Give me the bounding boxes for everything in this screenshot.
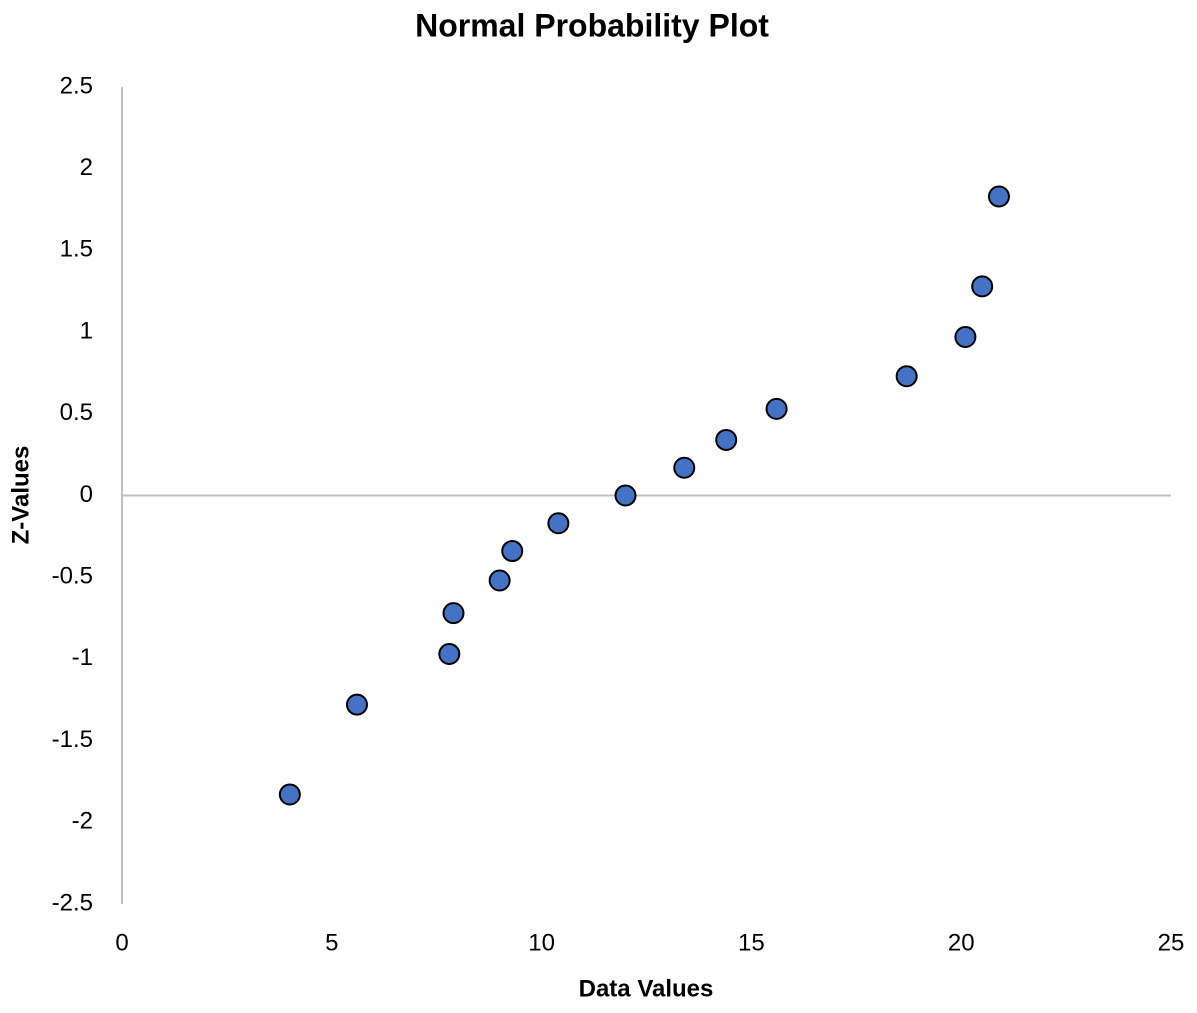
point xyxy=(345,693,368,716)
point xyxy=(765,397,788,420)
x-axis-title: Data Values xyxy=(579,975,714,1002)
y-tick-label: -2.5 xyxy=(52,889,93,916)
x-tick-label: 10 xyxy=(528,929,555,956)
y-tick-label: 2.5 xyxy=(60,72,93,99)
point xyxy=(614,484,637,507)
x-tick-label: 25 xyxy=(1158,929,1185,956)
point xyxy=(987,185,1010,208)
point xyxy=(278,783,301,806)
y-axis-title: Z-Values xyxy=(7,446,34,545)
x-tick-label: 20 xyxy=(948,929,975,956)
y-tick-label: 0 xyxy=(80,481,93,508)
point xyxy=(488,569,511,592)
y-tick-label: -0.5 xyxy=(52,563,93,590)
x-tick-label: 5 xyxy=(325,929,338,956)
point xyxy=(438,642,461,665)
point xyxy=(971,275,994,298)
y-tick-label: 1 xyxy=(80,317,93,344)
point xyxy=(954,326,977,349)
point xyxy=(442,602,465,625)
point xyxy=(673,456,696,479)
y-tick-label: -1.5 xyxy=(52,726,93,753)
point xyxy=(547,512,570,535)
x-tick-label: 0 xyxy=(115,929,128,956)
y-tick-label: 1.5 xyxy=(60,236,93,263)
chart-title: Normal Probability Plot xyxy=(415,7,769,43)
y-tick-label: 2 xyxy=(80,154,93,181)
y-tick-label: -2 xyxy=(72,808,93,835)
x-tick-label: 15 xyxy=(738,929,765,956)
point xyxy=(895,365,918,388)
y-tick-label: 0.5 xyxy=(60,399,93,426)
y-tick-label: -1 xyxy=(72,644,93,671)
point xyxy=(715,428,738,451)
point xyxy=(501,540,524,563)
